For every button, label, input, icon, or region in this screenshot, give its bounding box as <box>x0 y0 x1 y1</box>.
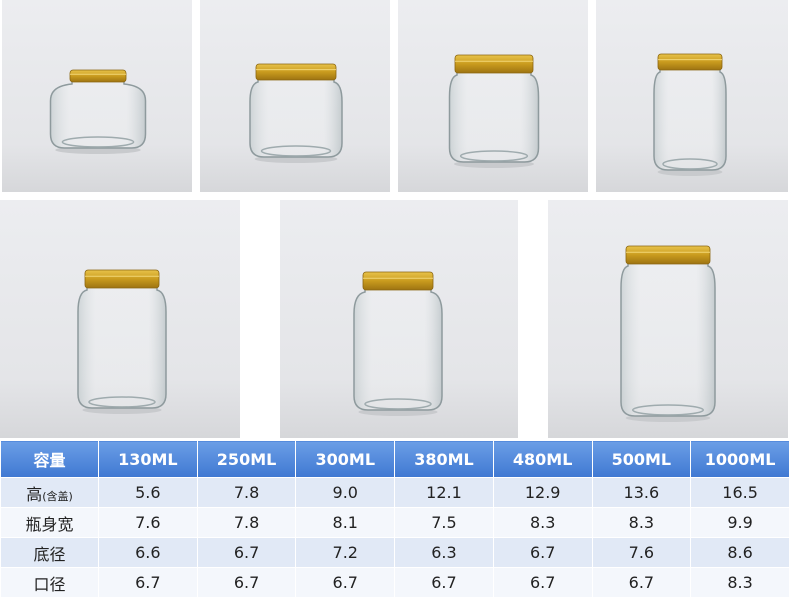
capacity-header: 250ML <box>196 440 297 478</box>
spec-value: 8.3 <box>591 507 692 538</box>
header-label: 容量 <box>0 440 99 478</box>
spec-value: 8.3 <box>690 567 790 598</box>
jar-base <box>632 404 704 416</box>
spec-value: 6.7 <box>196 567 297 598</box>
spec-value: 6.3 <box>394 537 494 568</box>
row-label: 口径 <box>33 574 66 594</box>
spec-table: 容量 130ML 250ML 300ML 380ML 480ML 500ML 1000ML 高… <box>0 440 790 598</box>
spec-value: 7.2 <box>295 537 396 568</box>
spec-value: 6.7 <box>394 567 494 598</box>
jar-base <box>88 396 156 408</box>
header-row: 容量 130ML 250ML 300ML 380ML 480ML 500ML 1000ML <box>0 440 790 478</box>
spec-value: 9.9 <box>690 507 790 538</box>
spec-value: 8.1 <box>295 507 396 538</box>
product-photos <box>0 0 788 438</box>
spec-value: 6.7 <box>98 567 198 598</box>
spec-row: 口径 6.7 6.7 6.7 6.7 6.7 6.7 8.3 <box>0 567 790 598</box>
row-label-cell: 瓶身宽 <box>0 507 99 538</box>
spec-value: 6.6 <box>98 537 198 568</box>
spec-value: 5.6 <box>98 477 198 508</box>
capacity-header: 480ML <box>492 440 593 478</box>
row-label: 高 <box>26 484 43 504</box>
jar-base <box>260 145 332 157</box>
row-label-cell: 高(含盖) <box>0 477 99 508</box>
spec-value: 6.7 <box>492 567 593 598</box>
spec-value: 7.8 <box>196 507 297 538</box>
spec-value: 16.5 <box>690 477 790 508</box>
jar-body <box>448 70 540 163</box>
row-label-note: (含盖) <box>42 489 73 503</box>
spec-value: 7.6 <box>591 537 692 568</box>
jar-lid <box>69 69 127 83</box>
capacity-header: 1000ML <box>690 440 790 478</box>
spec-value: 6.7 <box>295 567 396 598</box>
jar-lid <box>362 271 434 291</box>
spec-value: 7.6 <box>98 507 198 538</box>
capacity-header: 380ML <box>394 440 494 478</box>
spec-value: 6.7 <box>492 537 593 568</box>
spec-value: 6.7 <box>196 537 297 568</box>
jar-base <box>459 150 529 162</box>
row-label-cell: 口径 <box>0 567 99 598</box>
jar-body <box>353 287 443 411</box>
jar-base <box>61 136 135 148</box>
capacity-header: 500ML <box>591 440 692 478</box>
row-label: 瓶身宽 <box>25 514 74 534</box>
spec-value: 9.0 <box>295 477 396 508</box>
jar-lid <box>657 53 723 71</box>
spec-value: 7.8 <box>196 477 297 508</box>
jar-lid <box>625 245 711 265</box>
jar-lid <box>255 63 337 81</box>
jar-base <box>364 398 432 410</box>
jar-body <box>620 261 716 417</box>
jar-body <box>49 79 147 149</box>
spec-value: 12.9 <box>492 477 593 508</box>
jar-lid <box>84 269 160 289</box>
jar-lid <box>454 54 534 74</box>
spec-value: 12.1 <box>394 477 494 508</box>
capacity-header: 130ML <box>98 440 198 478</box>
spec-value: 13.6 <box>591 477 692 508</box>
spec-value: 7.5 <box>394 507 494 538</box>
row-label-cell: 底径 <box>0 537 99 568</box>
spec-row: 底径 6.6 6.7 7.2 6.3 6.7 7.6 8.6 <box>0 537 790 568</box>
jar-body <box>77 285 167 409</box>
capacity-header: 300ML <box>295 440 396 478</box>
spec-value: 6.7 <box>591 567 692 598</box>
jar-body <box>653 67 727 171</box>
spec-row: 高(含盖) 5.6 7.8 9.0 12.1 12.9 13.6 16.5 <box>0 477 790 508</box>
spec-value: 8.3 <box>492 507 593 538</box>
jar-base <box>662 158 718 170</box>
spec-value: 8.6 <box>690 537 790 568</box>
spec-row: 瓶身宽 7.6 7.8 8.1 7.5 8.3 8.3 9.9 <box>0 507 790 538</box>
jar-body <box>249 77 343 158</box>
row-label: 底径 <box>33 544 66 564</box>
